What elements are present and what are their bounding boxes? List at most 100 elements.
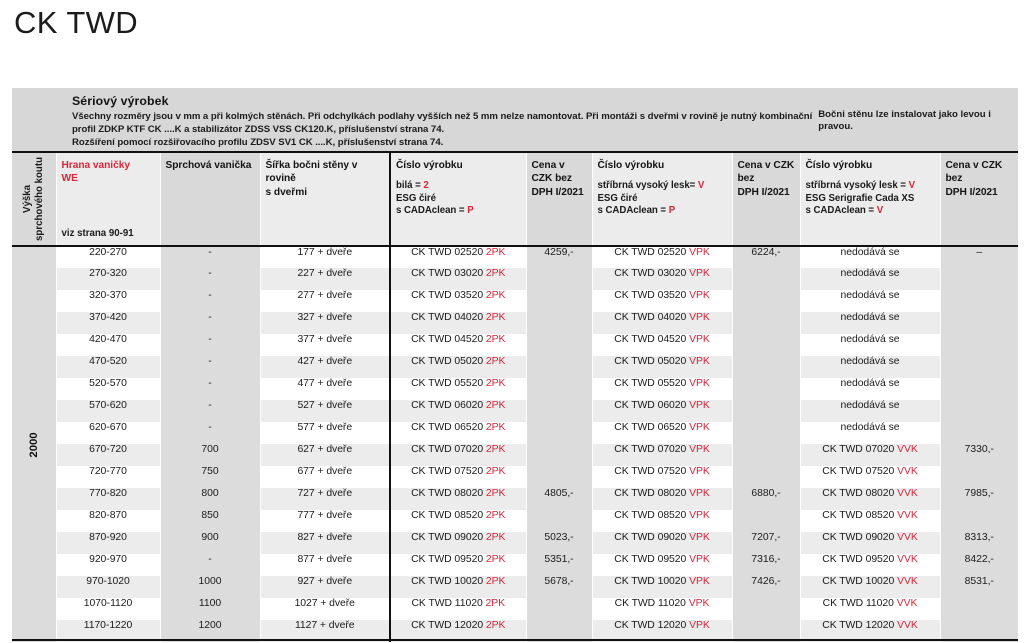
table-row: 420-470-377 + dveře CK TWD 04520 2PK CK TW… <box>12 334 1018 356</box>
table-row: 370-420-327 + dveře CK TWD 04020 2PK CK TW… <box>12 312 1018 334</box>
cell-article-2-variant: VPK <box>689 422 710 433</box>
cell-article-1: CK TWD 09520 2PK <box>389 554 527 576</box>
cell-shower-tray: 700 <box>160 444 261 466</box>
cell-article-2-code: CK TWD 06020 <box>614 400 690 411</box>
cell-price-3 <box>940 268 1018 290</box>
cell-price-1 <box>526 356 593 378</box>
notes-line-1: Všechny rozměry jsou v mm a při kolmých … <box>72 111 813 122</box>
cell-price-2 <box>732 312 801 334</box>
cell-article-2-code: CK TWD 12020 <box>614 620 690 631</box>
cell-article-1-variant: 2PK <box>485 598 506 609</box>
cell-tray-edge: 820-870 <box>56 510 161 532</box>
cell-article-3-variant: VVK <box>897 576 918 587</box>
header-price-2-line-1: Cena v CZK bez <box>737 160 795 185</box>
cell-article-2-variant: VPK <box>689 290 710 301</box>
cell-article-2-variant: VPK <box>689 334 710 345</box>
header-shower-tray: Sprchová vanička <box>160 151 261 246</box>
table-row: 720-770 750 677 + dveře CK TWD 07520 2PK CK … <box>12 466 1018 488</box>
cell-price-1: 4259,- <box>526 245 593 268</box>
cell-tray-edge: 1170-1220 <box>56 620 161 642</box>
header-article-2-line-2: ESG čiré <box>597 192 638 204</box>
cell-side-wall-width: 877 + dveře <box>260 554 391 576</box>
cell-article-2-code: CK TWD 05020 <box>614 356 690 367</box>
cell-article-1: CK TWD 08520 2PK <box>389 510 527 532</box>
cell-article-3-code: CK TWD 08020 <box>822 488 898 499</box>
cell-article-1: CK TWD 05020 2PK <box>389 356 527 378</box>
cell-article-1: CK TWD 11020 2PK <box>389 598 527 620</box>
cell-article-3: CK TWD 07520 VVK <box>800 466 941 488</box>
cell-article-3: nedodává se <box>800 422 941 444</box>
header-tray-edge-title2: WE <box>61 173 78 185</box>
cell-price-3 <box>940 466 1018 488</box>
product-price-table: Sériový výrobek Všechny rozměry jsou v m… <box>12 88 1018 642</box>
table-row: 620-670-577 + dveře CK TWD 06520 2PK CK TW… <box>12 422 1018 444</box>
cell-article-1: CK TWD 02520 2PK <box>389 245 527 268</box>
header-price-1: Cena v CZK bez DPH I/2021 <box>526 151 593 246</box>
cell-article-3: CK TWD 12020 VVK <box>800 620 941 642</box>
cell-article-2-code: CK TWD 06520 <box>614 422 690 433</box>
cell-article-3: nedodává se <box>800 378 941 400</box>
cell-article-3-code: CK TWD 07020 <box>822 444 898 455</box>
table-row: 920-970-877 + dveře CK TWD 09520 2PK 5351,… <box>12 554 1018 576</box>
cell-article-3-code: CK TWD 11020 <box>822 598 897 609</box>
cell-price-2 <box>732 620 801 642</box>
cell-article-3-variant: VVK <box>897 620 918 631</box>
header-article-3: Číslo výrobku stříbrná vysoký lesk = V E… <box>800 151 941 246</box>
table-bottom-rule <box>12 639 1018 641</box>
table-row: 870-920 900 827 + dveře CK TWD 09020 2PK 502… <box>12 532 1018 554</box>
cell-article-2-code: CK TWD 08520 <box>614 510 690 521</box>
cell-price-1 <box>526 598 593 620</box>
header-article-2-line-1a: stříbrná vysoký lesk= <box>597 180 698 192</box>
cell-article-1: CK TWD 10020 2PK <box>389 576 527 598</box>
table-row: 1070-1120 1100 1027 + dveře CK TWD 11020 2P… <box>12 598 1018 620</box>
cell-price-3 <box>940 510 1018 532</box>
header-article-2-title: Číslo výrobku <box>597 160 665 171</box>
cell-side-wall-width: 577 + dveře <box>260 422 391 444</box>
header-article-1: Číslo výrobku bilá = 2 ESG čiré s CADAcl… <box>389 151 527 246</box>
cell-article-2-code: CK TWD 04520 <box>614 334 690 345</box>
cell-shower-tray: - <box>160 334 261 356</box>
header-article-3-code-1: V <box>908 180 915 192</box>
cell-article-1-variant: 2PK <box>485 532 506 543</box>
cell-article-1: CK TWD 07020 2PK <box>389 444 527 466</box>
cell-side-wall-width: 927 + dveře <box>260 576 391 598</box>
cell-article-2-variant: VPK <box>688 598 710 609</box>
cell-shower-tray: 1200 <box>160 620 261 642</box>
cell-article-1-code: CK TWD 05520 <box>411 378 486 389</box>
cell-article-2-variant: VPK <box>689 444 710 455</box>
cell-article-3-code: CK TWD 10020 <box>822 576 898 587</box>
table-row: 670-720 700 627 + dveře CK TWD 07020 2PK CK … <box>12 444 1018 466</box>
cell-side-wall-width: 827 + dveře <box>260 532 391 554</box>
cell-price-2 <box>732 356 801 378</box>
cell-price-2 <box>732 466 801 488</box>
cell-article-2-variant: VPK <box>689 554 710 565</box>
cell-article-3: nedodává se <box>800 334 941 356</box>
cell-article-2-code: CK TWD 07020 <box>614 444 690 455</box>
cell-article-1-code: CK TWD 09020 <box>411 532 486 543</box>
header-tray-edge-title: Hrana vaničky <box>61 160 131 171</box>
header-height-line-1: Výška <box>21 185 33 214</box>
cell-article-1: CK TWD 09020 2PK <box>389 532 527 554</box>
body-height-vertical: 2000 <box>12 245 57 642</box>
body-height-value: 2000 <box>27 431 40 458</box>
cell-article-3-code: CK TWD 09520 <box>822 554 898 565</box>
cell-price-2 <box>732 444 801 466</box>
cell-article-2: CK TWD 06520 VPK <box>592 422 733 444</box>
cell-article-2-variant: VPK <box>689 247 710 258</box>
cell-article-2: CK TWD 12020 VPK <box>592 620 733 642</box>
cell-article-2-code: CK TWD 08020 <box>614 488 690 499</box>
cell-article-1-variant: 2PK <box>485 620 506 631</box>
cell-article-2: CK TWD 09520 VPK <box>592 554 733 576</box>
cell-shower-tray: - <box>160 290 261 312</box>
cell-tray-edge: 670-720 <box>56 444 161 466</box>
cell-article-2: CK TWD 05520 VPK <box>592 378 733 400</box>
cell-shower-tray: - <box>160 400 261 422</box>
cell-article-2-code: CK TWD 02520 <box>614 247 690 258</box>
cell-price-2: 6224,- <box>732 245 801 268</box>
cell-article-1-code: CK TWD 11020 <box>411 598 486 609</box>
cell-article-1-variant: 2PK <box>485 334 506 345</box>
cell-article-2: CK TWD 08520 VPK <box>592 510 733 532</box>
header-article-3-line-1a: stříbrná vysoký lesk = <box>805 180 909 192</box>
cell-tray-edge: 220-270 <box>56 245 161 268</box>
cell-price-1 <box>526 268 593 290</box>
